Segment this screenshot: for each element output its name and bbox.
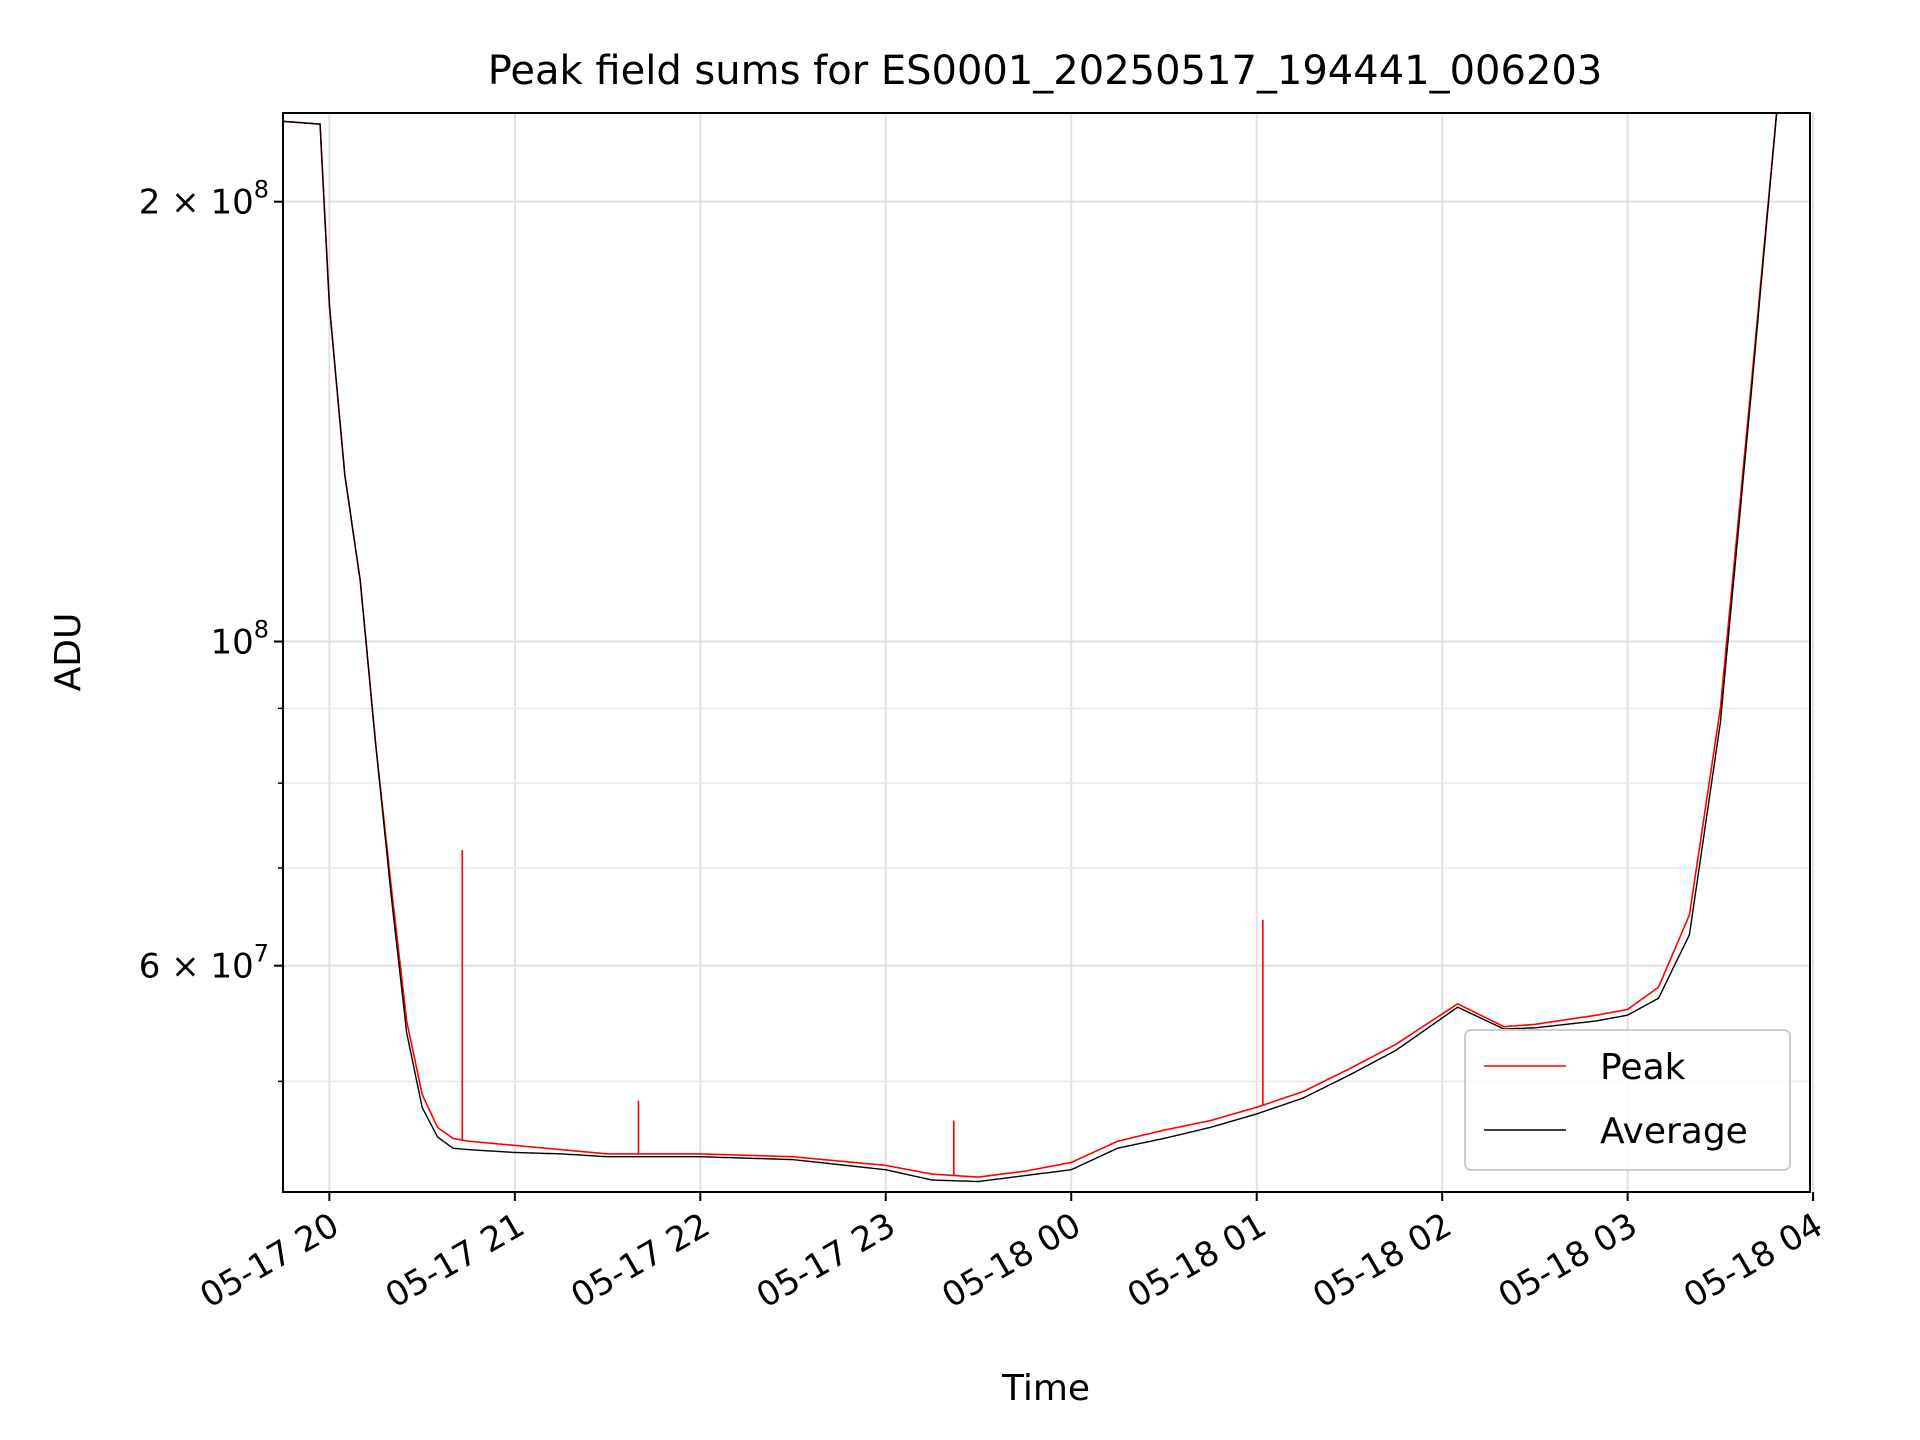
legend-box xyxy=(1464,1029,1791,1171)
x-axis-label: Time xyxy=(1001,1368,1090,1409)
legend-label-average: Average xyxy=(1600,1111,1748,1152)
chart-title: Peak field sums for ES0001_20250517_1944… xyxy=(488,48,1603,94)
legend-label-peak: Peak xyxy=(1600,1047,1686,1088)
plot-area xyxy=(283,113,1778,1183)
y-tick-exponent: 8 xyxy=(254,176,269,204)
y-tick-label: 2 × 108 xyxy=(139,176,269,223)
y-tick-exponent: 8 xyxy=(254,616,269,644)
y-tick-exponent: 7 xyxy=(254,940,269,968)
y-tick-label: 6 × 107 xyxy=(139,940,269,987)
grid xyxy=(283,113,1815,1192)
y-tick-mantissa: 10 xyxy=(210,623,253,663)
y-tick-mantissa: 6 × 10 xyxy=(139,947,254,987)
y-axis-label: ADU xyxy=(48,613,89,692)
series-line-average xyxy=(283,113,1778,1183)
plot-frame xyxy=(282,112,1811,1193)
y-tick-label: 108 xyxy=(210,616,269,663)
legend: Peak Average xyxy=(1464,1029,1791,1171)
y-tick-mantissa: 2 × 10 xyxy=(139,183,254,223)
series-line-peak xyxy=(283,113,1778,1178)
